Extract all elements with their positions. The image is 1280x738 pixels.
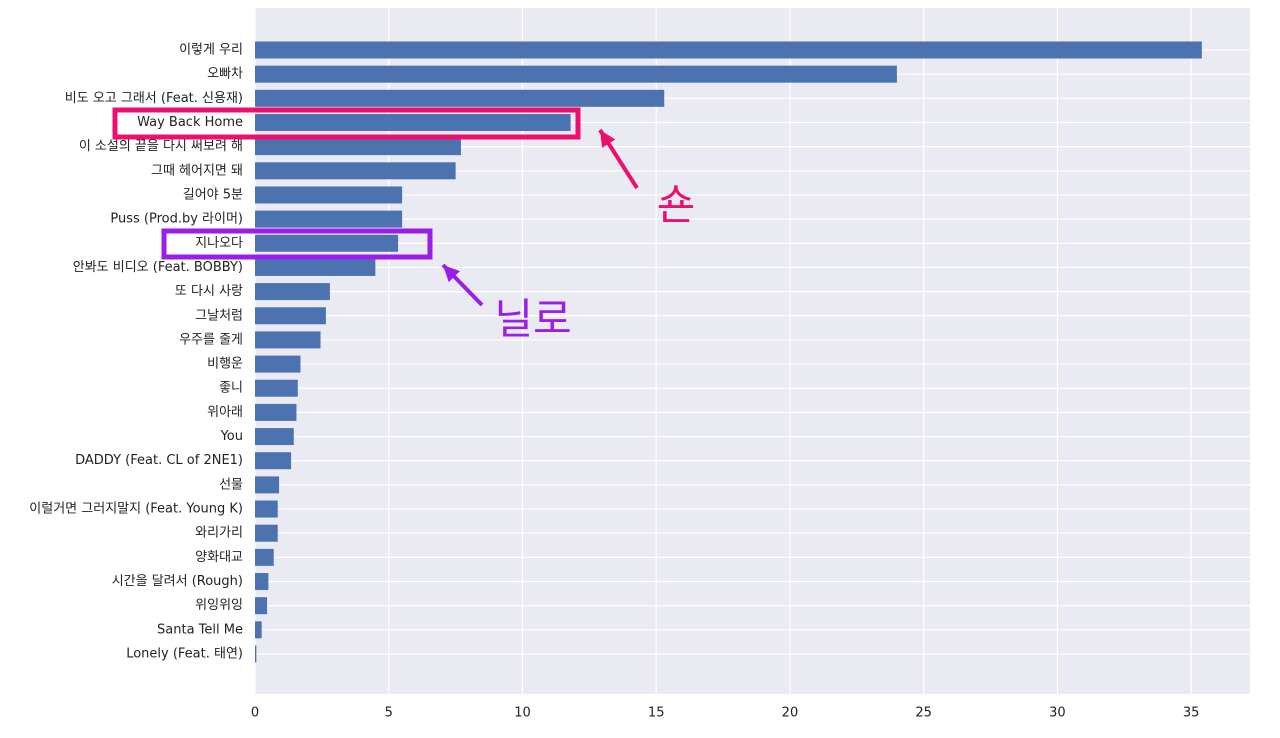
y-tick-label: 와리가리 — [195, 526, 243, 541]
y-tick-label: 시간을 달려서 (Rough) — [112, 574, 243, 589]
y-tick-label: Santa Tell Me — [157, 622, 243, 637]
y-tick-label: You — [220, 429, 243, 444]
bar — [255, 186, 403, 204]
y-tick-label: 이렇게 우리 — [179, 43, 243, 58]
x-tick-label: 35 — [1183, 706, 1200, 721]
y-tick-label: 지나오다 — [195, 236, 243, 251]
y-tick-label: Puss (Prod.by 라이머) — [110, 212, 243, 227]
bar — [255, 355, 301, 373]
bar — [255, 210, 403, 228]
y-tick-label: 비행운 — [207, 356, 243, 372]
bar — [255, 621, 262, 639]
y-tick-label: 위잉위잉 — [195, 598, 243, 613]
x-tick-label: 0 — [251, 706, 259, 721]
y-tick-label: 우주를 줄게 — [179, 332, 243, 347]
x-tick-label: 20 — [782, 706, 799, 721]
annotation: 숀 — [657, 181, 696, 230]
bar — [255, 597, 268, 615]
y-tick-label: 선물 — [219, 477, 243, 492]
y-tick-label: 안봐도 비디오 (Feat. BOBBY) — [73, 260, 243, 275]
y-tick-label: DADDY (Feat. CL of 2NE1) — [75, 453, 243, 468]
x-tick-label: 10 — [514, 706, 531, 721]
y-tick-label: 좋니 — [219, 381, 243, 396]
bar — [255, 113, 571, 131]
y-tick-label: 이럴거면 그러지말지 (Feat. Young K) — [29, 502, 243, 517]
y-tick-label: Way Back Home — [137, 115, 243, 130]
bar — [255, 452, 292, 470]
bar — [255, 89, 665, 107]
bar — [255, 41, 1202, 59]
x-tick-label: 25 — [915, 706, 932, 721]
y-tick-label: 위아래 — [207, 405, 243, 420]
bar — [255, 65, 897, 83]
y-tick-label: 비도 오고 그래서 (Feat. 신용재) — [65, 91, 243, 106]
x-tick-label: 5 — [385, 706, 393, 721]
y-tick-label: 그때 헤어지면 돼 — [151, 163, 243, 178]
bar — [255, 403, 297, 421]
y-tick-label: 그날처럼 — [195, 308, 243, 323]
bar — [255, 500, 278, 518]
y-tick-label: 길어야 5분 — [183, 187, 243, 202]
bar — [255, 138, 461, 156]
bar — [255, 307, 326, 325]
bar — [255, 428, 294, 446]
bar — [255, 573, 269, 591]
y-tick-label: Lonely (Feat. 태연) — [126, 647, 243, 662]
bar — [255, 548, 274, 566]
y-tick-label: 또 다시 사랑 — [175, 284, 243, 299]
highlight-box — [161, 228, 433, 260]
annotation: 닐로 — [494, 295, 571, 344]
y-tick-label: 오빠차 — [207, 67, 243, 82]
bar — [255, 283, 330, 301]
bar — [255, 162, 456, 180]
bar — [255, 331, 321, 349]
y-tick-label: 이 소설의 끝을 다시 써보려 해 — [79, 139, 243, 154]
highlight-box — [112, 107, 581, 140]
arrow-head — [443, 265, 460, 283]
arrow-head — [600, 130, 616, 148]
bar — [255, 234, 399, 252]
x-tick-label: 15 — [648, 706, 665, 721]
y-tick-label: 양화대교 — [195, 550, 243, 565]
bar — [255, 476, 280, 494]
bar — [255, 524, 278, 542]
x-tick-label: 30 — [1049, 706, 1066, 721]
bar — [255, 258, 376, 276]
bar — [255, 645, 257, 663]
bar — [255, 379, 298, 397]
